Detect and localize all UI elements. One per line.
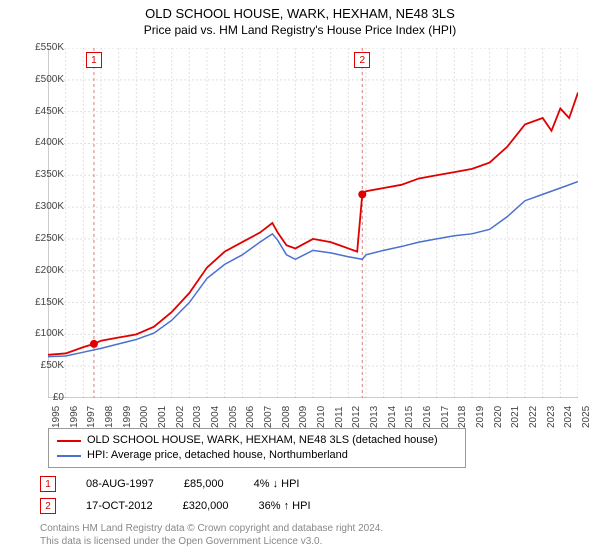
chart-subtitle: Price paid vs. HM Land Registry's House … <box>0 21 600 37</box>
legend-item-hpi: HPI: Average price, detached house, Nort… <box>57 448 457 463</box>
x-tick-label: 2015 <box>404 406 415 428</box>
footnote-line-1: Contains HM Land Registry data © Crown c… <box>40 522 383 535</box>
x-tick-label: 2005 <box>228 406 239 428</box>
x-tick-label: 1999 <box>122 406 133 428</box>
x-tick-label: 1995 <box>51 406 62 428</box>
x-tick-label: 2011 <box>334 406 345 428</box>
y-tick-label: £550K <box>24 42 64 53</box>
annotation-row-1: 1 08-AUG-1997 £85,000 4% ↓ HPI <box>40 476 311 492</box>
x-tick-label: 2008 <box>281 406 292 428</box>
x-tick-label: 2000 <box>139 406 150 428</box>
annotation-price-1: £85,000 <box>184 478 224 490</box>
x-tick-label: 2013 <box>369 406 380 428</box>
x-tick-label: 2022 <box>528 406 539 428</box>
legend-item-property: OLD SCHOOL HOUSE, WARK, HEXHAM, NE48 3LS… <box>57 433 457 448</box>
y-tick-label: £250K <box>24 233 64 244</box>
annotation-delta-2: 36% ↑ HPI <box>259 500 311 512</box>
x-tick-label: 2024 <box>563 406 574 428</box>
y-tick-label: £200K <box>24 265 64 276</box>
y-tick-label: £500K <box>24 74 64 85</box>
x-tick-label: 2003 <box>192 406 203 428</box>
x-tick-label: 2025 <box>581 406 592 428</box>
x-tick-label: 2019 <box>475 406 486 428</box>
annotation-badge-2: 2 <box>40 498 56 514</box>
chart-marker-badge: 1 <box>86 52 102 68</box>
legend-swatch-property <box>57 440 81 442</box>
legend-swatch-hpi <box>57 455 81 457</box>
x-tick-label: 1998 <box>104 406 115 428</box>
x-tick-label: 2002 <box>175 406 186 428</box>
x-tick-label: 2004 <box>210 406 221 428</box>
chart-title: OLD SCHOOL HOUSE, WARK, HEXHAM, NE48 3LS <box>0 0 600 21</box>
legend-label-hpi: HPI: Average price, detached house, Nort… <box>87 448 348 463</box>
chart-marker-badge: 2 <box>354 52 370 68</box>
x-tick-label: 1997 <box>86 406 97 428</box>
annotation-row-2: 2 17-OCT-2012 £320,000 36% ↑ HPI <box>40 498 311 514</box>
y-tick-label: £350K <box>24 169 64 180</box>
x-tick-label: 2017 <box>440 406 451 428</box>
x-tick-label: 2020 <box>493 406 504 428</box>
x-tick-label: 2018 <box>457 406 468 428</box>
y-tick-label: £400K <box>24 137 64 148</box>
legend-label-property: OLD SCHOOL HOUSE, WARK, HEXHAM, NE48 3LS… <box>87 433 438 448</box>
legend: OLD SCHOOL HOUSE, WARK, HEXHAM, NE48 3LS… <box>48 428 466 468</box>
annotation-price-2: £320,000 <box>183 500 229 512</box>
x-tick-label: 1996 <box>69 406 80 428</box>
annotation-badge-1: 1 <box>40 476 56 492</box>
x-tick-label: 2014 <box>387 406 398 428</box>
y-tick-label: £100K <box>24 328 64 339</box>
annotation-date-2: 17-OCT-2012 <box>86 500 153 512</box>
chart-area <box>48 48 578 398</box>
x-tick-label: 2012 <box>351 406 362 428</box>
chart-svg <box>48 48 578 398</box>
y-tick-label: £0 <box>24 392 64 403</box>
footnote-line-2: This data is licensed under the Open Gov… <box>40 535 383 548</box>
y-tick-label: £300K <box>24 201 64 212</box>
x-tick-label: 2007 <box>263 406 274 428</box>
x-tick-label: 2009 <box>298 406 309 428</box>
x-tick-label: 2006 <box>245 406 256 428</box>
x-tick-label: 2016 <box>422 406 433 428</box>
annotation-delta-1: 4% ↓ HPI <box>254 478 300 490</box>
footnote: Contains HM Land Registry data © Crown c… <box>40 522 383 548</box>
annotation-date-1: 08-AUG-1997 <box>86 478 154 490</box>
chart-container: OLD SCHOOL HOUSE, WARK, HEXHAM, NE48 3LS… <box>0 0 600 560</box>
x-tick-label: 2021 <box>510 406 521 428</box>
y-tick-label: £450K <box>24 106 64 117</box>
x-tick-label: 2023 <box>546 406 557 428</box>
y-tick-label: £50K <box>24 360 64 371</box>
annotation-list: 1 08-AUG-1997 £85,000 4% ↓ HPI 2 17-OCT-… <box>40 470 311 514</box>
y-tick-label: £150K <box>24 297 64 308</box>
x-tick-label: 2001 <box>157 406 168 428</box>
x-tick-label: 2010 <box>316 406 327 428</box>
